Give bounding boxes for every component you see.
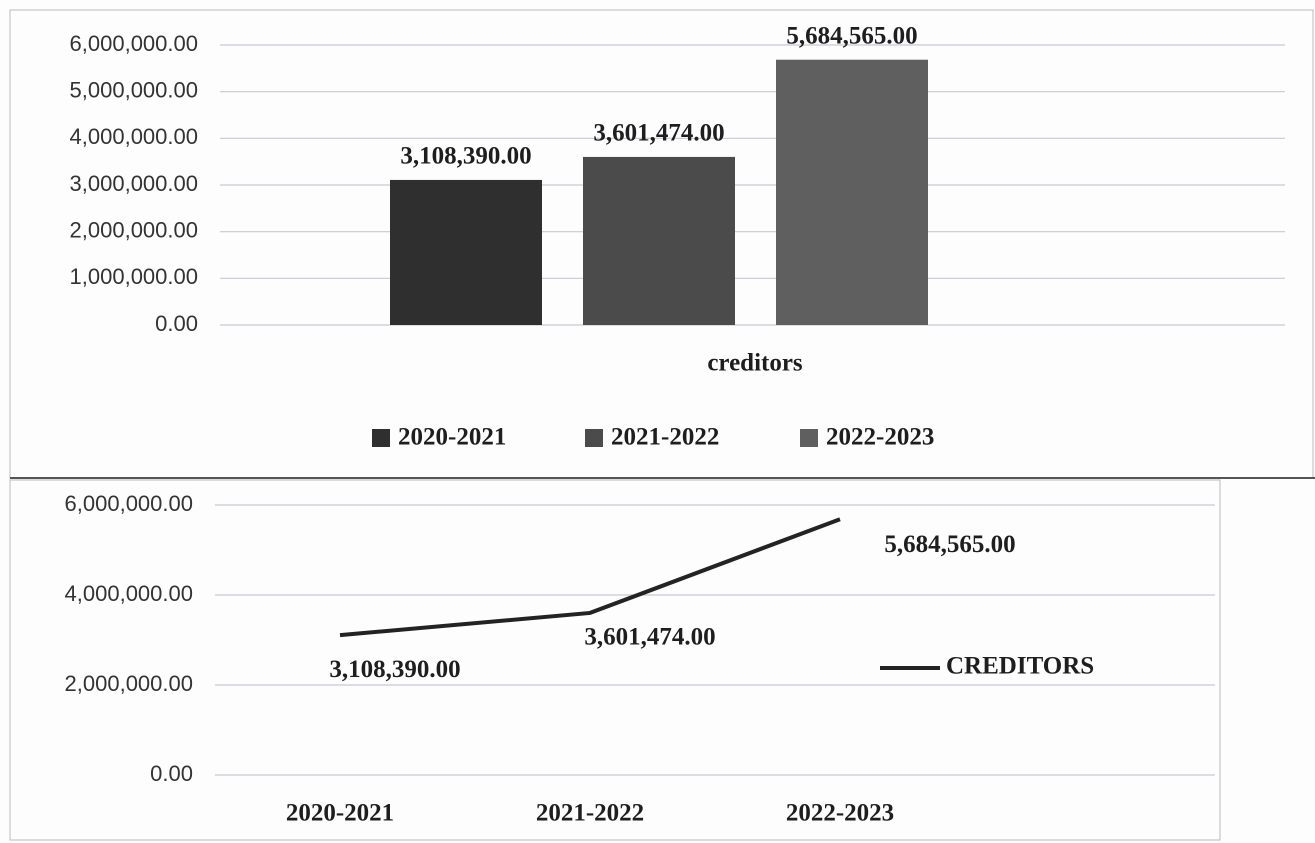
bar: [390, 179, 542, 325]
line-chart-frame: [9, 479, 1221, 841]
y-tick-label: 6,000,000.00: [65, 491, 193, 516]
line: [339, 517, 841, 638]
bar: [583, 156, 735, 325]
x-tick-label: 2022-2023: [786, 800, 894, 827]
y-tick-label: 4,000,000.00: [65, 581, 193, 606]
y-tick-label: 4,000,000.00: [70, 124, 198, 149]
x-tick-label: 2020-2021: [286, 800, 394, 827]
data-label: 3,601,474.00: [593, 120, 724, 147]
data-label: 5,684,565.00: [884, 531, 1015, 558]
data-label: 3,601,474.00: [584, 624, 715, 651]
legend-label: 2020-2021: [398, 424, 506, 451]
legend-swatch: [372, 429, 390, 447]
legend-swatch: [585, 429, 603, 447]
y-tick-label: 5,000,000.00: [70, 77, 198, 102]
y-tick-label: 0.00: [155, 311, 198, 336]
y-tick-label: 2,000,000.00: [70, 217, 198, 242]
legend-swatch: [800, 429, 818, 447]
y-tick-label: 0.00: [150, 761, 193, 786]
y-tick-label: 2,000,000.00: [65, 671, 193, 696]
y-tick-label: 1,000,000.00: [70, 264, 198, 289]
legend-label: 2021-2022: [611, 424, 719, 451]
x-tick-label: 2021-2022: [536, 800, 644, 827]
data-label: 3,108,390.00: [400, 143, 531, 170]
legend-label: 2022-2023: [826, 424, 934, 451]
y-tick-label: 3,000,000.00: [70, 171, 198, 196]
legend-label: CREDITORS: [946, 653, 1094, 680]
y-tick-label: 6,000,000.00: [70, 31, 198, 56]
x-category-label: creditors: [707, 350, 803, 377]
data-label: 3,108,390.00: [329, 656, 460, 683]
data-label: 5,684,565.00: [786, 22, 917, 49]
bar: [776, 59, 928, 325]
